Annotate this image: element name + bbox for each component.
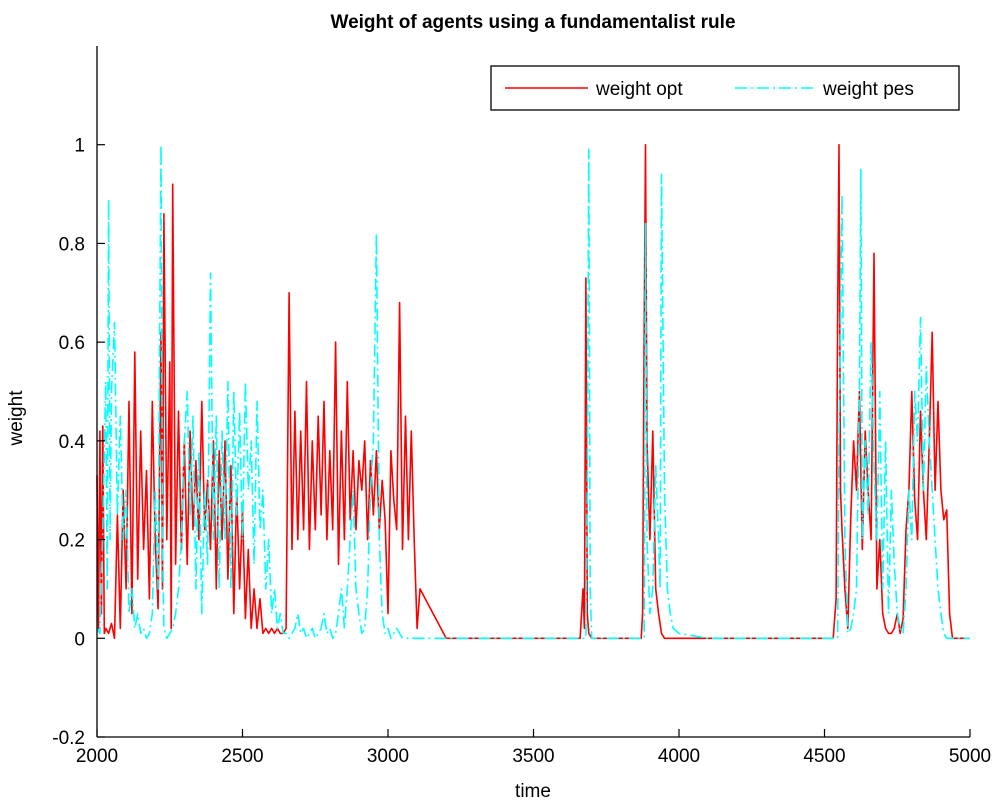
x-tick-label: 5000: [949, 746, 991, 767]
plot-area: [96, 143, 970, 640]
x-tick-label: 2000: [76, 746, 118, 767]
y-tick-label: 0.6: [59, 333, 85, 354]
x-tick-label: 3500: [512, 746, 554, 767]
legend: weight opt weight pes: [490, 65, 960, 111]
y-tick-label: 1: [74, 136, 85, 157]
legend-label-weight-opt: weight opt: [595, 79, 683, 100]
chart-title: Weight of agents using a fundamentalist …: [330, 12, 735, 33]
y-axis-label: weight: [6, 390, 27, 447]
x-tick-label: 4000: [658, 746, 700, 767]
y-tick-label: 0.8: [59, 234, 85, 255]
series-line-weight-pes: [96, 143, 970, 640]
x-tick-label: 4500: [803, 746, 845, 767]
axes: 2000 2500 3000 3500 4000 4500 5000 -0.2 0 0.2 0.4 0…: [52, 46, 991, 767]
y-tick-label: -0.2: [52, 728, 85, 749]
x-axis-label: time: [515, 781, 551, 802]
legend-label-weight-pes: weight pes: [822, 79, 914, 100]
x-tick-label: 3000: [367, 746, 409, 767]
y-tick-label: 0.4: [59, 432, 86, 453]
y-tick-label: 0: [74, 629, 85, 650]
y-tick-label: 0.2: [59, 531, 85, 552]
x-tick-label: 2500: [221, 746, 263, 767]
